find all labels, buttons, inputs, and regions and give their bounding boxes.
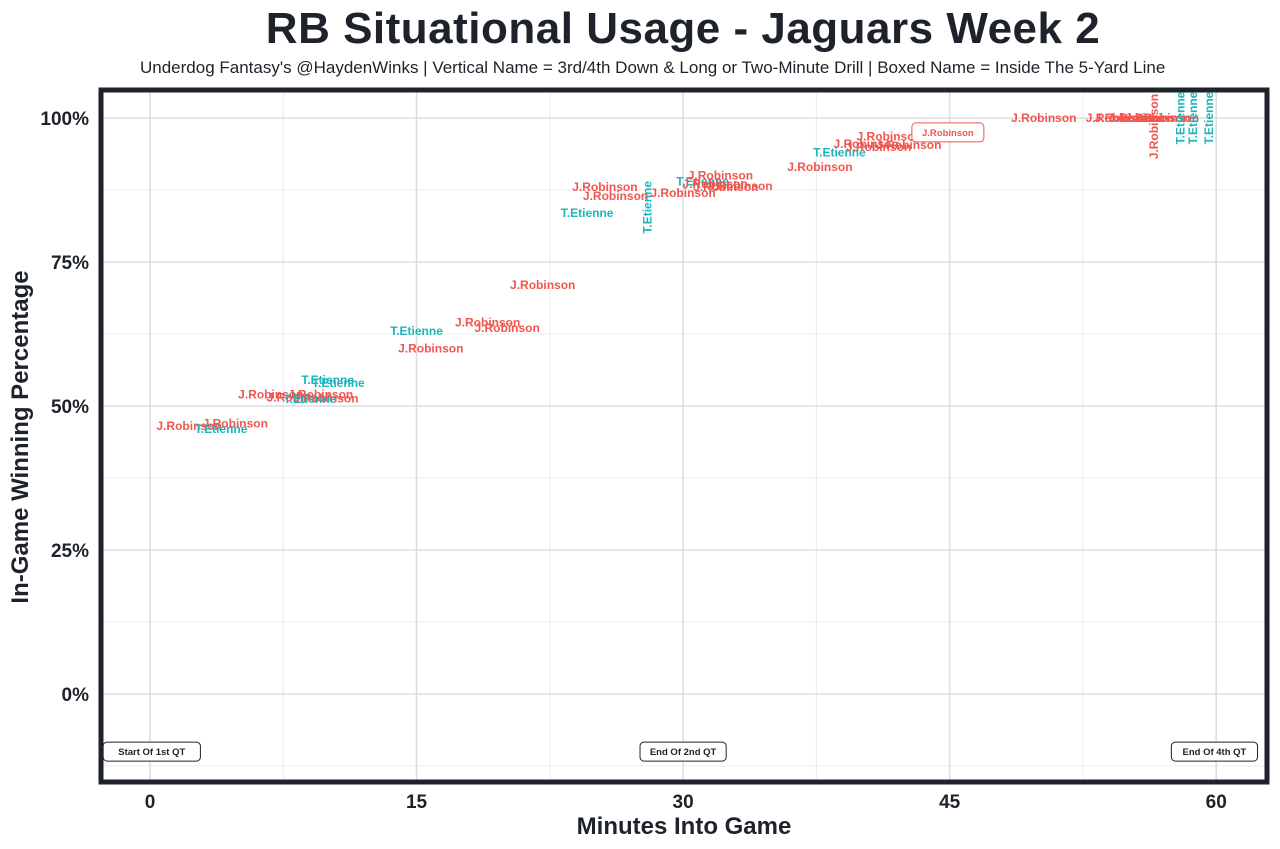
player-label-vertical: T.Etienne: [1186, 91, 1200, 144]
y-tick-label: 75%: [51, 253, 89, 274]
player-label: T.Etienne: [390, 324, 443, 338]
player-label: J.Robinson: [833, 137, 898, 151]
player-label: T.Etienne: [195, 422, 248, 436]
player-label: J.Robinson: [857, 129, 922, 143]
y-tick-label: 25%: [51, 541, 89, 562]
player-label: T.Etienne: [813, 146, 866, 160]
player-label-vertical: T.Etienne: [641, 181, 655, 234]
quarter-annotation-box: [102, 741, 201, 762]
player-label: J.Robinson: [682, 177, 747, 191]
player-label: J.Robinson: [475, 321, 540, 335]
player-label: J.Robinson: [267, 390, 332, 404]
player-label: J.Robinson: [846, 140, 911, 154]
player-label-vertical: T.Etienne: [1174, 91, 1188, 144]
player-label: J.Robinson: [1109, 111, 1174, 125]
player-label: J.Robinson: [572, 180, 637, 194]
player-label: J.Robinson: [583, 189, 648, 203]
player-label: J.Robinson: [238, 387, 303, 401]
plot-border: [98, 87, 1270, 785]
player-label-vertical: J.Robinson: [1147, 94, 1161, 159]
y-tick-label: 50%: [51, 397, 89, 418]
chart-title: RB Situational Usage - Jaguars Week 2: [265, 4, 1101, 53]
player-label: J.Robinson: [688, 169, 753, 183]
y-tick-label: 0%: [62, 685, 90, 706]
x-axis-title: Minutes Into Game: [577, 813, 792, 840]
quarter-annotation-box: [639, 741, 727, 762]
quarter-annotation-label: End Of 4th QT: [1182, 747, 1246, 758]
player-label: J.Robinson: [1086, 111, 1151, 125]
quarter-annotation-label: End Of 2nd QT: [650, 747, 717, 758]
y-tick-label: 100%: [40, 109, 89, 130]
player-label: T.Etienne: [676, 174, 729, 188]
quarter-annotation-box: [1170, 741, 1258, 762]
chart-subtitle: Underdog Fantasy's @HaydenWinks | Vertic…: [140, 58, 1166, 77]
player-label: J.Robinson: [1134, 111, 1199, 125]
player-label: J.Robinson: [455, 315, 520, 329]
player-label: J.Robinson: [398, 341, 463, 355]
player-label-boxed: J.Robinson: [922, 128, 974, 139]
player-label-vertical: T.Etienne: [1202, 91, 1216, 144]
player-label: J.Robinson: [293, 392, 358, 406]
player-label: J.Robinson: [1011, 111, 1076, 125]
player-label: J.Robinson: [787, 160, 852, 174]
boxed-label-frame: [911, 122, 985, 143]
player-label: T.Etienne: [301, 373, 354, 387]
player-label: J.Robinson: [288, 387, 353, 401]
player-label: T.Etienne: [312, 376, 365, 390]
player-label: J.Robinson: [707, 179, 772, 193]
player-label: J.Robinson: [156, 419, 221, 433]
player-label: T.Etienne: [284, 392, 337, 406]
y-axis-title: In-Game Winning Percentage: [7, 270, 34, 603]
x-tick-label: 30: [673, 792, 694, 813]
x-tick-label: 0: [145, 792, 156, 813]
x-tick-label: 15: [406, 792, 428, 813]
player-label: J.Robinson: [1095, 111, 1160, 125]
player-label: J.Robinson: [203, 416, 268, 430]
player-label: J.Robinson: [510, 278, 575, 292]
x-tick-label: 45: [939, 792, 961, 813]
player-label: J.Robinson: [650, 186, 715, 200]
x-tick-label: 60: [1206, 792, 1227, 813]
player-label: J.Robinson: [1125, 111, 1190, 125]
player-label: J.Robinson: [693, 180, 758, 194]
quarter-annotation-label: Start Of 1st QT: [118, 747, 185, 758]
player-label: T.Etienne: [561, 206, 614, 220]
